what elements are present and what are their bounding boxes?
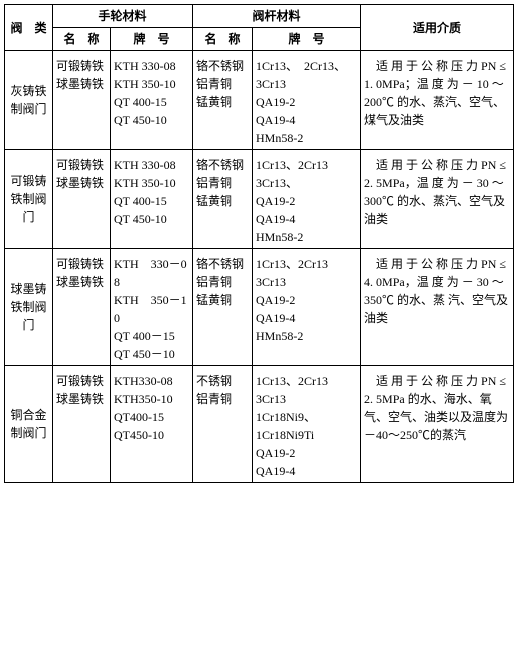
table-row: 可锻铸铁制阀门 可锻铸铁球墨铸铁 KTH 330-08KTH 350-10QT … [5, 150, 514, 249]
cell-stem-grade: 1Cr13、 2Cr13、3Cr13QA19-2QA19-4HMn58-2 [253, 51, 361, 150]
cell-media: 适 用 于 公 称 压 力 PN ≤ 4. 0MPa，温 度 为 － 30 ～ … [361, 249, 514, 366]
table-row: 球墨铸铁制阀门 可锻铸铁球墨铸铁 KTH 330－08KTH 350－10QT … [5, 249, 514, 366]
header-stem-material: 阀杆材料 [193, 5, 361, 28]
table-row: 灰铸铁制阀门 可锻铸铁球墨铸铁 KTH 330-08KTH 350-10QT 4… [5, 51, 514, 150]
header-stem-name: 名 称 [193, 28, 253, 51]
cell-media: 适 用 于 公 称 压 力 PN ≤ 2. 5MPa，温 度 为 － 30 ～ … [361, 150, 514, 249]
cell-hand-grade: KTH330-08KTH350-10QT400-15QT450-10 [111, 366, 193, 483]
cell-hand-name: 可锻铸铁球墨铸铁 [53, 366, 111, 483]
cell-stem-name: 铬不锈钢铝青铜锰黄铜 [193, 249, 253, 366]
cell-valve-type: 铜合金制阀门 [5, 366, 53, 483]
cell-media: 适 用 于 公 称 压 力 PN ≤ 1. 0MPa；温 度 为 － 10 ～ … [361, 51, 514, 150]
cell-hand-name: 可锻铸铁球墨铸铁 [53, 150, 111, 249]
cell-stem-grade: 1Cr13、2Cr133Cr13QA19-2QA19-4HMn58-2 [253, 249, 361, 366]
header-handwheel-material: 手轮材料 [53, 5, 193, 28]
header-hand-grade: 牌 号 [111, 28, 193, 51]
cell-stem-name: 不锈钢铝青铜 [193, 366, 253, 483]
cell-stem-name: 铬不锈钢铝青铜锰黄铜 [193, 51, 253, 150]
cell-hand-name: 可锻铸铁球墨铸铁 [53, 51, 111, 150]
cell-hand-name: 可锻铸铁球墨铸铁 [53, 249, 111, 366]
header-stem-grade: 牌 号 [253, 28, 361, 51]
cell-hand-grade: KTH 330－08KTH 350－10QT 400－15QT 450－10 [111, 249, 193, 366]
header-valve-type: 阀 类 [5, 5, 53, 51]
table-row: 铜合金制阀门 可锻铸铁球墨铸铁 KTH330-08KTH350-10QT400-… [5, 366, 514, 483]
table-body: 灰铸铁制阀门 可锻铸铁球墨铸铁 KTH 330-08KTH 350-10QT 4… [5, 51, 514, 483]
cell-hand-grade: KTH 330-08KTH 350-10QT 400-15QT 450-10 [111, 51, 193, 150]
header-hand-name: 名 称 [53, 28, 111, 51]
valve-material-table: 阀 类 手轮材料 阀杆材料 适用介质 名 称 牌 号 名 称 牌 号 灰铸铁制阀… [4, 4, 514, 483]
cell-media: 适 用 于 公 称 压 力 PN ≤ 2. 5MPa 的水、海水、氧气、空气、油… [361, 366, 514, 483]
cell-valve-type: 灰铸铁制阀门 [5, 51, 53, 150]
cell-stem-grade: 1Cr13、2Cr133Cr131Cr18Ni9、1Cr18Ni9TiQA19-… [253, 366, 361, 483]
cell-stem-name: 铬不锈钢铝青铜锰黄铜 [193, 150, 253, 249]
cell-hand-grade: KTH 330-08KTH 350-10QT 400-15QT 450-10 [111, 150, 193, 249]
cell-stem-grade: 1Cr13、2Cr133Cr13、QA19-2QA19-4HMn58-2 [253, 150, 361, 249]
cell-valve-type: 球墨铸铁制阀门 [5, 249, 53, 366]
cell-valve-type: 可锻铸铁制阀门 [5, 150, 53, 249]
header-media: 适用介质 [361, 5, 514, 51]
